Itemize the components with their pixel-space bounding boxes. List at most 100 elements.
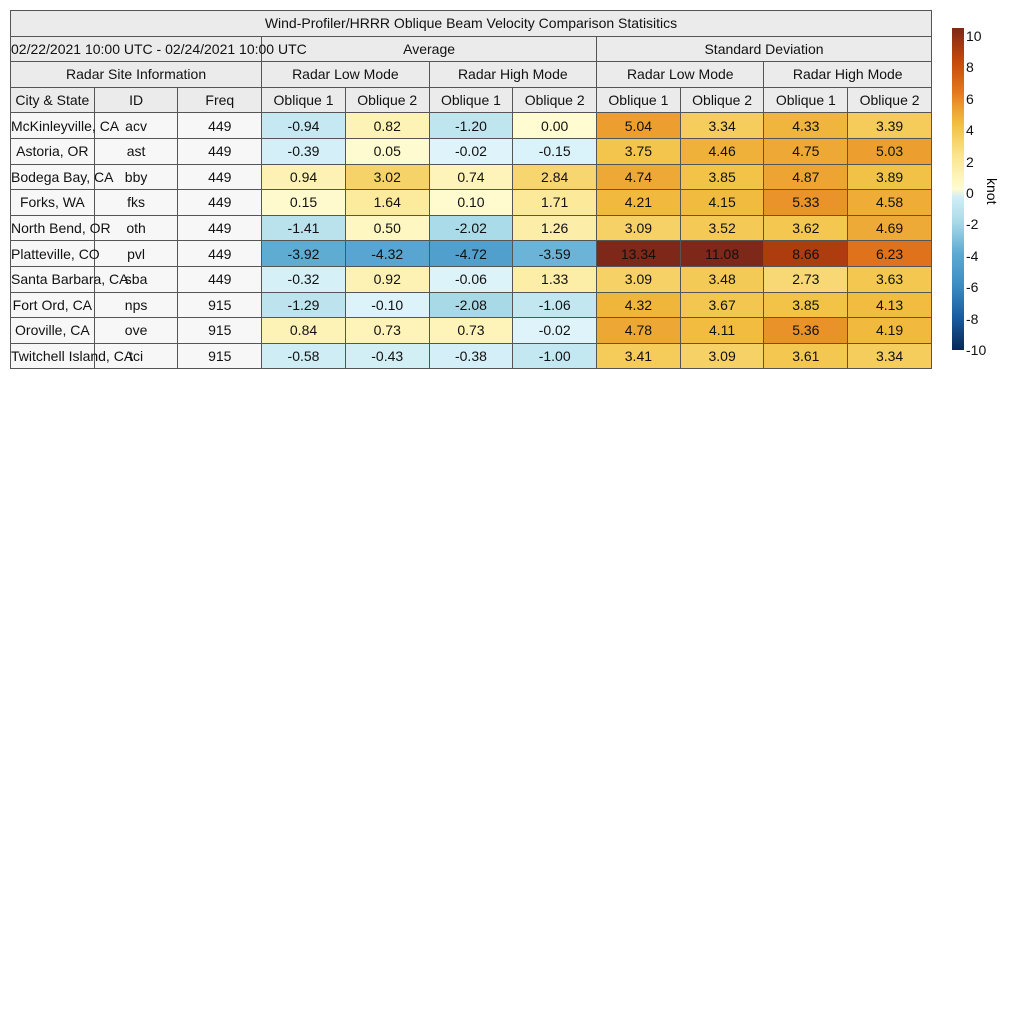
freq-cell: 449 (177, 163, 263, 191)
value-cell: 4.32 (596, 291, 681, 319)
value-cell: -0.58 (261, 342, 346, 370)
city-cell: Twitchell Island, CA (10, 342, 133, 370)
column-header: Oblique 2 (679, 86, 765, 114)
value-cell: 3.39 (847, 112, 932, 139)
value-cell: 3.85 (679, 163, 765, 191)
table-row: Platteville, CO pvl 449 -3.92 -4.32 -4.72 -3.5… (10, 240, 932, 267)
value-cell: -0.02 (428, 137, 514, 165)
freq-cell: 915 (177, 342, 263, 370)
column-header: Freq (177, 86, 263, 114)
city-cell: Forks, WA (10, 189, 95, 216)
value-cell: -3.92 (261, 240, 346, 267)
id-cell: tci (93, 342, 179, 370)
colorbar-tick: -10 (966, 342, 987, 358)
freq-cell: 449 (177, 240, 263, 267)
table-row: Santa Barbara, CA sba 449 -0.32 0.92 -0.06 1.3… (10, 265, 932, 293)
value-cell: 3.67 (679, 291, 765, 319)
value-cell: 4.33 (763, 112, 849, 139)
value-cell: 6.23 (847, 240, 932, 267)
colorbar-tick: 0 (966, 185, 974, 201)
value-cell: 13.34 (596, 240, 681, 267)
value-cell: -1.29 (261, 291, 346, 319)
value-cell: 3.02 (344, 163, 430, 191)
colorbar-tick: 10 (966, 28, 982, 44)
city-cell: Bodega Bay, CA (10, 163, 113, 191)
value-cell: 4.87 (763, 163, 849, 191)
value-cell: 4.75 (763, 137, 849, 165)
value-cell: -1.20 (428, 112, 514, 139)
table-title: Wind-Profiler/HRRR Oblique Beam Velocity… (10, 10, 932, 37)
value-cell: 4.74 (596, 163, 681, 191)
id-cell: acv (93, 112, 179, 139)
value-cell: -1.06 (512, 291, 598, 319)
table-row: Oroville, CA ove 915 0.84 0.73 0.73 -0.02 4.78 4… (10, 317, 932, 344)
value-cell: 2.73 (763, 265, 849, 293)
site-info-header: Radar Site Information (9, 61, 263, 88)
column-header: Oblique 2 (344, 86, 430, 114)
column-header: City & State (10, 86, 95, 114)
value-cell: -0.02 (512, 317, 598, 344)
value-cell: 0.00 (512, 112, 598, 139)
mode-header: Radar High Mode (763, 61, 932, 88)
colorbar-label: knot (984, 178, 1000, 205)
group-average: Average (261, 35, 598, 63)
value-cell: 3.75 (596, 137, 681, 165)
value-cell: -0.32 (261, 265, 346, 293)
value-cell: -0.94 (261, 112, 346, 139)
value-cell: 5.36 (763, 317, 849, 344)
city-cell: Fort Ord, CA (10, 291, 95, 319)
mode-header: Radar High Mode (428, 61, 598, 88)
value-cell: 4.13 (847, 291, 932, 319)
value-cell: 3.09 (596, 214, 681, 242)
value-cell: 4.19 (847, 317, 932, 344)
colorbar-tick: 8 (966, 59, 974, 76)
value-cell: 4.21 (596, 189, 681, 216)
freq-cell: 449 (177, 214, 263, 242)
colorbar-tick: 6 (966, 90, 974, 107)
table-row: Forks, WA fks 449 0.15 1.64 0.10 1.71 4.21 4.15 5… (10, 189, 932, 216)
value-cell: 0.73 (344, 317, 430, 344)
value-cell: -4.72 (428, 240, 514, 267)
value-cell: -0.38 (428, 342, 514, 370)
value-cell: 3.52 (679, 214, 765, 242)
value-cell: 4.15 (679, 189, 765, 216)
statistics-table: Wind-Profiler/HRRR Oblique Beam Velocity… (9, 10, 932, 370)
value-cell: 0.50 (344, 214, 430, 242)
value-cell: 3.09 (679, 342, 765, 370)
colorbar-tick: -2 (966, 216, 979, 233)
value-cell: 8.66 (763, 240, 849, 267)
colorbar-tick: -4 (966, 247, 979, 264)
mode-header: Radar Low Mode (596, 61, 765, 88)
colorbar-tick: 4 (966, 122, 974, 139)
value-cell: 4.78 (596, 317, 681, 344)
freq-cell: 449 (177, 265, 263, 293)
value-cell: 0.15 (261, 189, 346, 216)
value-cell: -2.08 (428, 291, 514, 319)
column-header: Oblique 1 (596, 86, 681, 114)
id-cell: ast (93, 137, 179, 165)
colorbar-tick: -6 (966, 279, 979, 296)
city-cell: Santa Barbara, CA (10, 265, 129, 293)
freq-cell: 449 (177, 137, 263, 165)
value-cell: -1.41 (261, 214, 346, 242)
id-cell: pvl (93, 240, 179, 267)
column-header: Oblique 1 (261, 86, 346, 114)
id-cell: nps (93, 291, 179, 319)
value-cell: 3.85 (763, 291, 849, 319)
value-cell: 3.63 (847, 265, 932, 293)
value-cell: 3.34 (679, 112, 765, 139)
value-cell: 3.61 (763, 342, 849, 370)
value-cell: -0.10 (344, 291, 430, 319)
value-cell: -1.00 (512, 342, 598, 370)
value-cell: 4.58 (847, 189, 932, 216)
city-cell: Platteville, CO (10, 240, 100, 267)
table-row: North Bend, OR oth 449 -1.41 0.50 -2.02 1.26 3.… (10, 214, 932, 242)
value-cell: 0.73 (428, 317, 514, 344)
value-cell: 5.03 (847, 137, 932, 165)
city-cell: Astoria, OR (10, 137, 95, 165)
value-cell: 0.84 (261, 317, 346, 344)
freq-cell: 449 (177, 189, 263, 216)
id-cell: fks (93, 189, 179, 216)
mode-header: Radar Low Mode (261, 61, 430, 88)
value-cell: -0.15 (512, 137, 598, 165)
